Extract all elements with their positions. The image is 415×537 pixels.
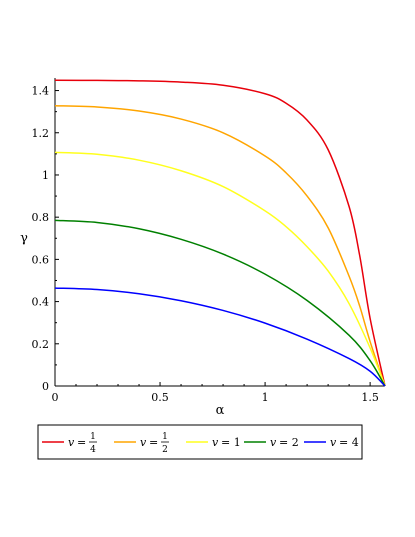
legend: v = 14v = 12v = 1 v = 2 v = 4 — [37, 424, 363, 460]
x-tick-label: 1 — [262, 391, 269, 404]
legend-var: v — [140, 436, 147, 449]
y-tick-label: 1.2 — [32, 127, 50, 140]
axes — [54, 78, 385, 387]
y-tick-label: 0.2 — [32, 338, 50, 351]
legend-var: v — [68, 436, 75, 449]
legend-var: v — [212, 436, 219, 449]
legend-var: v — [270, 436, 277, 449]
y-tick-label: 0 — [42, 380, 49, 393]
legend-eq: = 2 — [279, 436, 299, 449]
legend-numerator: 1 — [162, 432, 168, 442]
legend-numerator: 1 — [90, 432, 96, 442]
y-tick-label: 0.8 — [32, 211, 50, 224]
y-axis-ticks: 0 0.2 0.4 0.6 0.8 1 1.2 1.4 — [32, 85, 59, 393]
y-axis-label: γ — [20, 231, 28, 246]
series-lines — [54, 79, 386, 387]
legend-denominator: 4 — [90, 445, 96, 455]
legend-denominator: 2 — [162, 445, 168, 455]
legend-eq: = — [149, 436, 158, 449]
legend-item: v = 1 — [186, 436, 241, 449]
series-line-2 — [54, 105, 386, 387]
legend-eq: = — [77, 436, 86, 449]
x-tick-label: 1.5 — [361, 391, 379, 404]
y-tick-label: 1 — [42, 169, 49, 182]
y-tick-label: 0.6 — [32, 253, 50, 266]
x-axis-label: α — [216, 403, 225, 418]
x-tick-label: 0.5 — [151, 391, 169, 404]
y-tick-label: 1.4 — [32, 85, 50, 98]
x-axis-ticks: 0 0.5 1 1.5 — [52, 382, 379, 404]
legend-item: v = 2 — [244, 436, 299, 449]
legend-item: v = 1 2 — [114, 432, 169, 455]
legend-eq: = 1 — [221, 436, 241, 449]
legend-var: v — [330, 436, 337, 449]
x-tick-label: 0 — [52, 391, 59, 404]
legend-item: v = 1 4 — [42, 432, 97, 455]
series-line-5 — [54, 287, 386, 387]
series-line-3 — [54, 151, 386, 387]
series-line-1 — [54, 79, 386, 387]
legend-eq: = 4 — [339, 436, 359, 449]
legend-item: v = 4 — [304, 436, 359, 449]
y-tick-label: 0.4 — [32, 296, 50, 309]
series-line-4 — [54, 219, 386, 387]
